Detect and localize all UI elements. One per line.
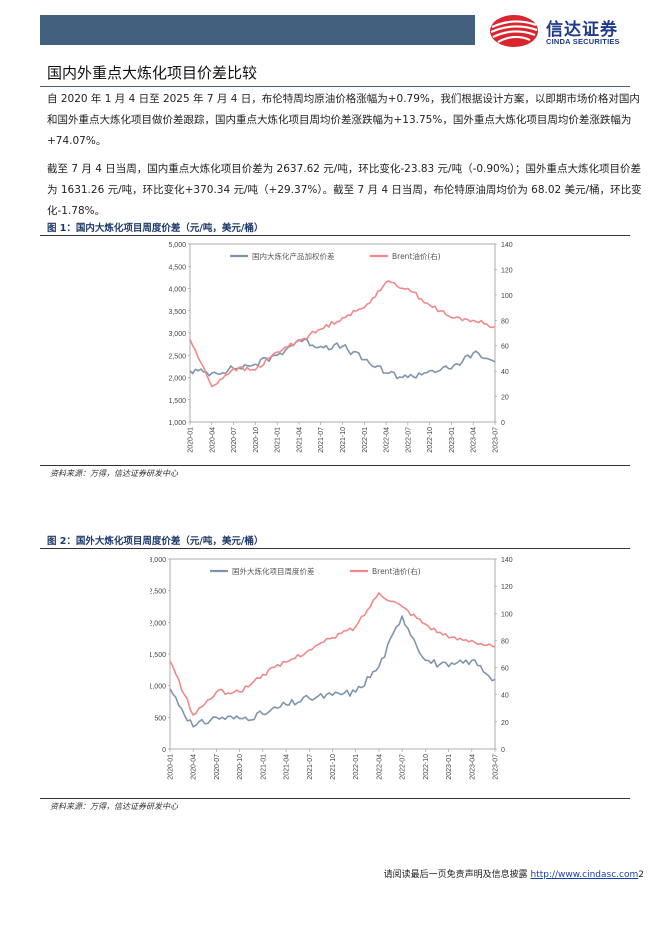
chart-1-x-tick-label: 2020-07 (231, 427, 238, 453)
figure-2-svg: 0 500 1,000 1,500 2,000 2,500 3,000 0 20 40 60 80 10… (148, 557, 513, 780)
brand-logo: 信达证券 CINDA SECURITIES (488, 13, 648, 49)
chart-1-x-tick-label: 2020-04 (209, 427, 216, 453)
chart-1-x-tick-label: 2023-01 (449, 427, 456, 453)
figure-1-top-rule (40, 235, 630, 236)
page-footer: 请阅读最后一页免责声明及信息披露 http://www.cindasc.com2 (384, 867, 644, 880)
chart-2-plot-frame (169, 558, 496, 750)
chart-1-left-tick-label: 1,500 (168, 398, 186, 405)
chart-2-left-tick-label: 3,000 (150, 557, 166, 564)
chart-2-x-tick-label: 2023-07 (493, 754, 500, 780)
chart-1-legend-label-1: Brent油价(右) (392, 251, 441, 261)
figure-2-top-rule (40, 548, 630, 549)
chart-1-right-tick-label: 80 (501, 318, 509, 325)
chart-2-right-tick-label: 40 (501, 693, 509, 700)
paragraph-period-summary: 自 2020 年 1 月 4 日至 2025 年 7 月 4 日，布伦特周均原油… (47, 93, 640, 147)
chart-2-x-tick-label: 2020-07 (214, 754, 221, 780)
figure-1-bottom-rule (40, 465, 630, 466)
chart-1-left-tick-label: 1,000 (168, 420, 186, 427)
chart-1-legend-label-0: 国内大炼化产品加权价差 (252, 251, 335, 261)
chart-1-x-tick-label: 2020-10 (253, 427, 260, 453)
chart-1-x-tick-label: 2022-07 (405, 427, 412, 453)
chart-1-right-tick-label: 20 (501, 395, 509, 402)
chart-2-right-tick-label: 20 (501, 720, 509, 727)
chart-1-series-line-0 (189, 338, 496, 380)
chart-1-right-tick-label: 0 (501, 420, 505, 427)
figure-1-title: 图 1：国内大炼化项目周度价差（元/吨，美元/桶） (47, 223, 264, 234)
chart-2-x-tick-label: 2023-01 (446, 754, 453, 780)
figure-1-chart: 1,000 1,500 2,000 2,500 3,000 3,500 4,000 4,500… (150, 236, 530, 464)
chart-2-x-tick-label: 2021-04 (284, 754, 291, 780)
chart-1-right-tick-label: 100 (501, 293, 513, 300)
chart-2-left-tick-label: 0 (162, 747, 166, 754)
logo-english-name: CINDA SECURITIES (546, 37, 620, 46)
chart-2-right-tick-label: 100 (501, 611, 513, 618)
page-number: 2 (638, 870, 644, 880)
chart-1-left-tick-label: 2,500 (168, 353, 186, 360)
footer-website-link[interactable]: http://www.cindasc.com (530, 870, 639, 880)
figure-2-title: 图 2：国外大炼化项目周度价差（元/吨，美元/桶） (47, 536, 264, 547)
figure-1-svg: 1,000 1,500 2,000 2,500 3,000 3,500 4,000 4,500… (168, 242, 513, 453)
chart-2-left-tick-label: 500 (154, 715, 166, 722)
chart-2-legend-label-1: Brent油价(右) (372, 566, 421, 576)
chart-1-x-tick-label: 2021-10 (340, 427, 347, 453)
chart-2-x-tick-label: 2022-04 (376, 754, 383, 780)
chart-2-x-tick-label: 2022-01 (353, 754, 360, 780)
paragraph-weekly-update: 截至 7 月 4 日当周，国内重点大炼化项目价差为 2637.62 元/吨，环比… (47, 163, 642, 217)
chart-1-x-tick-label: 2022-10 (427, 427, 434, 453)
chart-1-right-tick-label: 140 (501, 242, 513, 249)
cinda-logo-icon (490, 15, 538, 47)
chart-2-x-tick-label: 2020-01 (168, 754, 175, 780)
chart-2-right-tick-label: 60 (501, 666, 509, 673)
chart-1-x-tick-label: 2021-01 (275, 427, 282, 453)
chart-2-right-tick-label: 140 (501, 557, 513, 564)
chart-2-legend-label-0: 国外大炼化项目周度价差 (232, 566, 315, 576)
chart-1-x-tick-label: 2021-04 (296, 427, 303, 453)
section-divider (40, 86, 630, 87)
chart-1-plot-frame (189, 243, 496, 423)
chart-2-series-line-1 (169, 592, 496, 716)
chart-1-left-tick-label: 4,500 (168, 264, 186, 271)
figure-2-chart: 0 500 1,000 1,500 2,000 2,500 3,000 0 20 40 60 80 10… (148, 549, 530, 797)
chart-2-right-tick-label: 80 (501, 638, 509, 645)
chart-1-x-tick-label: 2022-04 (384, 427, 391, 453)
chart-1-x-tick-label: 2020-01 (188, 427, 195, 453)
figure-2-bottom-rule (40, 798, 630, 799)
chart-1-left-tick-label: 3,500 (168, 309, 186, 316)
logo-chinese-name: 信达证券 (546, 20, 618, 40)
footer-disclaimer: 请阅读最后一页免责声明及信息披露 (383, 870, 528, 880)
chart-2-left-tick-label: 1,000 (150, 684, 166, 691)
chart-2-x-tick-label: 2020-04 (191, 754, 198, 780)
chart-2-x-tick-label: 2022-10 (423, 754, 430, 780)
chart-1-series-line-1 (189, 280, 496, 388)
chart-2-x-tick-label: 2021-10 (330, 754, 337, 780)
chart-1-x-tick-label: 2021-07 (318, 427, 325, 453)
chart-2-left-tick-label: 2,500 (150, 589, 166, 596)
chart-1-x-tick-label: 2023-04 (471, 427, 478, 453)
chart-1-right-tick-label: 60 (501, 344, 509, 351)
figure-2-source: 资料来源：万得，信达证券研发中心 (50, 802, 178, 811)
chart-1-x-tick-label: 2022-01 (362, 427, 369, 453)
section-title: 国内外重点大炼化项目价差比较 (47, 64, 258, 82)
chart-1-left-tick-label: 4,000 (168, 287, 186, 294)
chart-2-series-line-0 (169, 615, 496, 728)
chart-2-x-tick-label: 2022-07 (400, 754, 407, 780)
figure-1-source: 资料来源：万得，信达证券研发中心 (50, 469, 178, 478)
chart-1-left-tick-label: 5,000 (168, 242, 186, 249)
chart-1-x-tick-label: 2023-07 (493, 427, 500, 453)
chart-2-left-tick-label: 1,500 (150, 652, 166, 659)
chart-2-x-tick-label: 2020-10 (237, 754, 244, 780)
chart-1-right-tick-label: 120 (501, 267, 513, 274)
chart-2-x-tick-label: 2023-04 (469, 754, 476, 780)
chart-1-left-tick-label: 3,000 (168, 331, 186, 338)
chart-2-right-tick-label: 0 (501, 747, 505, 754)
chart-2-left-tick-label: 2,000 (150, 620, 166, 627)
chart-1-right-tick-label: 40 (501, 369, 509, 376)
chart-2-x-tick-label: 2021-07 (307, 754, 314, 780)
chart-2-x-tick-label: 2021-01 (260, 754, 267, 780)
header-bar (40, 15, 475, 45)
chart-1-left-tick-label: 2,000 (168, 376, 186, 383)
chart-2-right-tick-label: 120 (501, 584, 513, 591)
